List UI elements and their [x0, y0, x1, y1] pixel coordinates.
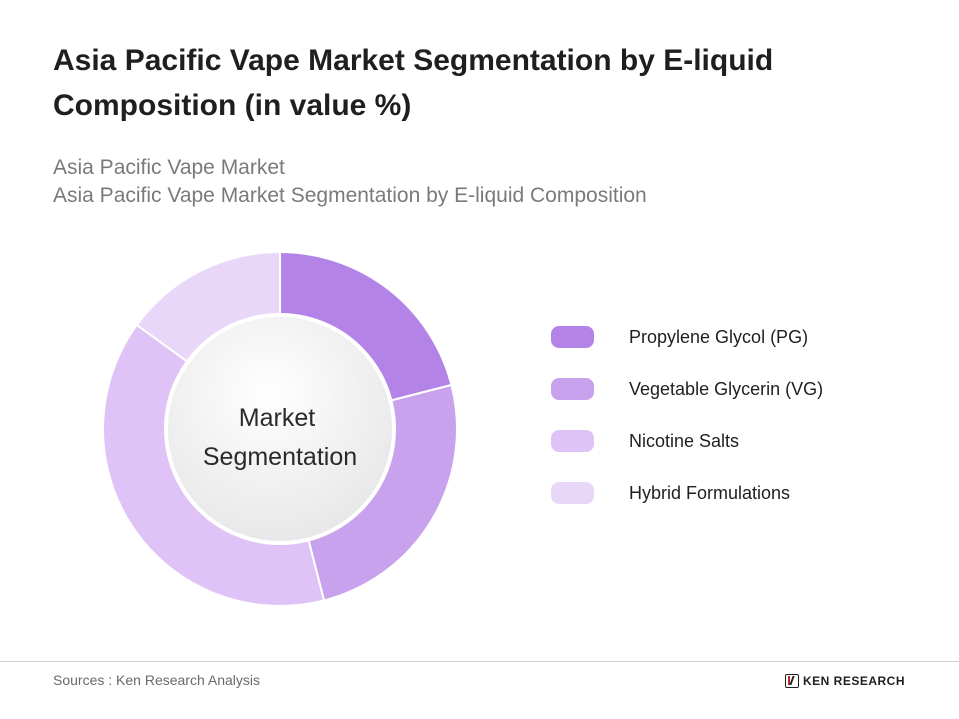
footer-divider — [0, 661, 959, 662]
legend-swatch — [551, 326, 594, 348]
center-label-line2: Segmentation — [203, 443, 357, 471]
breadcrumb-market[interactable]: Asia Pacific Vape Market — [53, 156, 285, 179]
legend-item-nicotine-salts[interactable]: Nicotine Salts — [551, 415, 931, 467]
legend-label: Hybrid Formulations — [629, 482, 791, 503]
ken-research-logo-icon — [784, 674, 799, 688]
chart-legend: Propylene Glycol (PG) Vegetable Glycerin… — [551, 311, 931, 519]
brand-logo: KEN RESEARCH — [784, 674, 905, 688]
breadcrumb-segmentation[interactable]: Asia Pacific Vape Market Segmentation by… — [53, 184, 647, 207]
legend-swatch — [551, 378, 594, 400]
sources-note: Sources : Ken Research Analysis — [53, 672, 260, 688]
breadcrumb: Asia Pacific Vape Market Asia Pacific Va… — [53, 154, 913, 210]
legend-item-hybrid[interactable]: Hybrid Formulations — [551, 467, 931, 519]
legend-swatch — [551, 430, 594, 452]
donut-center-circle — [164, 313, 396, 545]
legend-item-vg[interactable]: Vegetable Glycerin (VG) — [551, 363, 931, 415]
center-label-line1: Market — [239, 404, 315, 432]
legend-item-pg[interactable]: Propylene Glycol (PG) — [551, 311, 931, 363]
brand-name: KEN RESEARCH — [802, 674, 905, 688]
donut-chart: Market Segmentation — [102, 250, 458, 607]
chart-title: Asia Pacific Vape Market Segmentation by… — [53, 44, 774, 122]
legend-label: Nicotine Salts — [629, 430, 740, 451]
legend-label: Vegetable Glycerin (VG) — [629, 378, 824, 399]
legend-swatch — [551, 482, 594, 504]
donut-slices — [102, 250, 458, 607]
legend-label: Propylene Glycol (PG) — [629, 326, 809, 347]
